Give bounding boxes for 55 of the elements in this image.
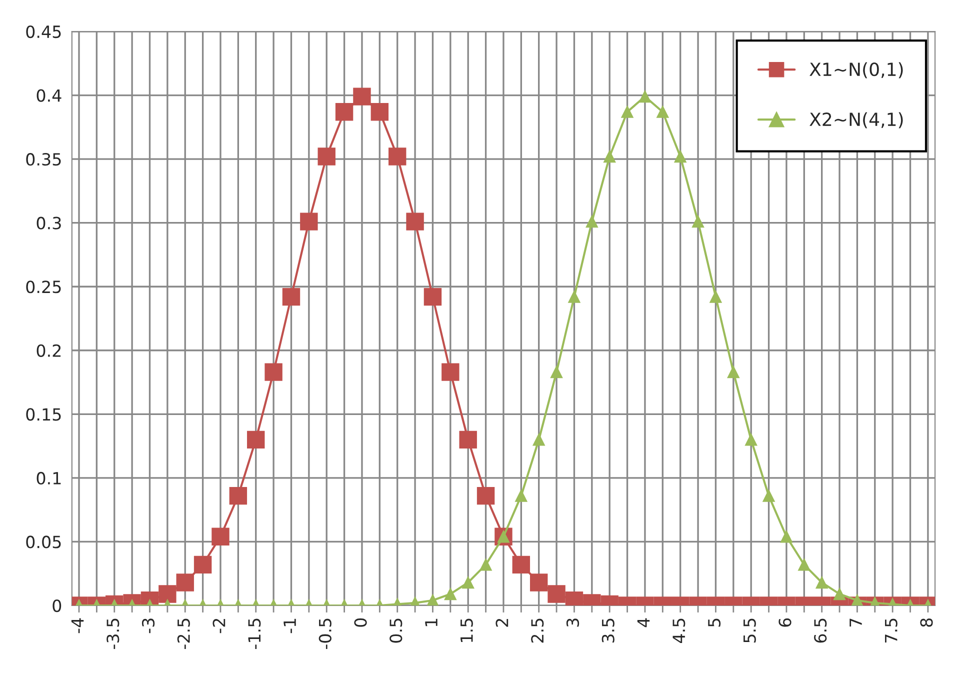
x-tick-label: 6.5 xyxy=(814,618,827,643)
legend-label: X2~N(4,1) xyxy=(810,112,903,128)
y-tick-label: 0 xyxy=(52,599,62,612)
x-tick-label: -0.5 xyxy=(318,618,332,650)
point xyxy=(621,106,634,118)
x-tick-label: -1 xyxy=(284,618,296,634)
y-tick-label: 0.35 xyxy=(26,153,61,166)
y-tick-label: 0.15 xyxy=(26,408,61,421)
y-tick-label: 0.4 xyxy=(36,89,62,102)
point xyxy=(568,290,580,303)
x-tick-label: 0 xyxy=(354,618,367,627)
x-tick-label: -2.5 xyxy=(177,618,190,650)
point xyxy=(370,103,389,121)
x-tick-label: 0.5 xyxy=(390,618,402,643)
x-tick-label: 7 xyxy=(850,618,862,627)
x-tick-label: 5.5 xyxy=(744,618,756,643)
point xyxy=(710,290,722,303)
point xyxy=(424,288,442,306)
point xyxy=(388,148,406,166)
x-tick-label: 1.5 xyxy=(460,618,473,642)
x-tick-label: 1 xyxy=(425,618,438,626)
legend-label: X1~N(0,1) xyxy=(810,62,903,78)
y-tick-label: 0.3 xyxy=(36,216,61,230)
point xyxy=(656,106,669,118)
x-tick-label: -1.5 xyxy=(248,618,261,650)
point xyxy=(406,212,424,230)
point xyxy=(586,215,598,228)
x-tick-label: 8 xyxy=(920,618,933,627)
point xyxy=(638,90,652,103)
point xyxy=(692,215,704,228)
point xyxy=(604,150,616,163)
y-tick-label: 0.1 xyxy=(36,472,61,485)
y-tick-label: 0.45 xyxy=(26,25,61,38)
x-tick-label: -4 xyxy=(71,618,84,634)
point xyxy=(318,148,336,166)
x-tick-label: 2.5 xyxy=(531,618,544,643)
x-tick-label: 5 xyxy=(708,618,721,627)
x-tick-label: -3 xyxy=(142,618,155,634)
point xyxy=(335,103,354,121)
y-tick-label: 0.25 xyxy=(26,280,61,294)
x-tick-label: 2 xyxy=(496,618,508,627)
x-tick-label: -3.5 xyxy=(106,618,120,650)
x-tick-label: 4.5 xyxy=(672,618,686,643)
x-tick-label: 7.5 xyxy=(885,618,898,642)
y-tick-label: 0.2 xyxy=(36,344,61,357)
y-tick-label: 0.05 xyxy=(26,536,61,548)
x-tick-label: -2 xyxy=(212,618,226,634)
point xyxy=(674,150,686,163)
point xyxy=(353,88,371,106)
point xyxy=(282,288,300,306)
x-tick-label: 4 xyxy=(637,618,650,628)
x-tick-label: 3.5 xyxy=(602,618,614,643)
x-tick-label: 6 xyxy=(778,618,792,627)
x-tick-label: 3 xyxy=(566,618,580,627)
point xyxy=(300,212,318,230)
